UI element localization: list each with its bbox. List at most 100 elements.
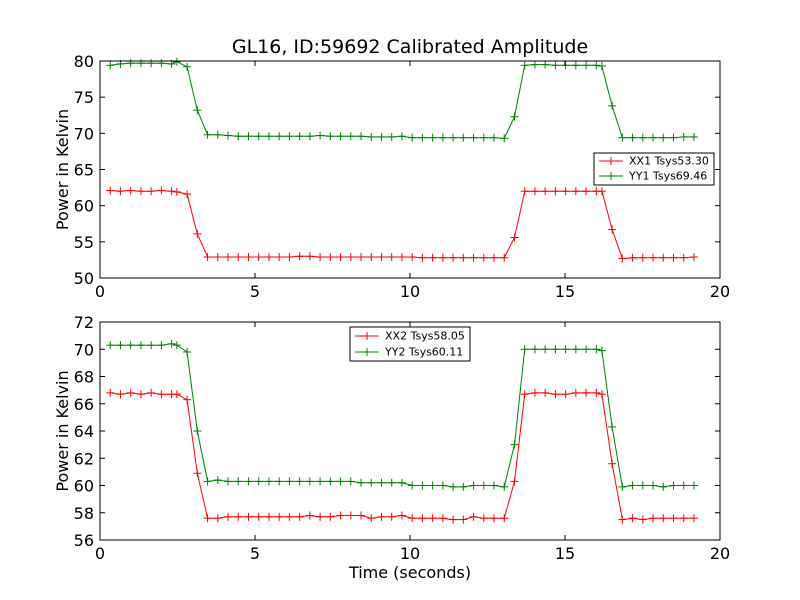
top-series-0-point-9 (193, 229, 202, 238)
bottom-series-0-point-0 (106, 388, 115, 397)
bottom-series-0-point-5 (157, 390, 166, 399)
top-series-0-point-14 (244, 253, 253, 262)
top-series-1-point-43 (541, 60, 550, 69)
bottom-series-0-point-12 (224, 512, 233, 521)
bottom-series-0-point-48 (592, 388, 601, 397)
top-series-1-point-46 (571, 61, 580, 70)
bottom-series-0-point-47 (582, 388, 591, 397)
bottom-series-1-point-10 (203, 477, 212, 486)
top-series-1-point-26 (367, 132, 376, 141)
bottom-series-1-point-22 (326, 477, 335, 486)
top-series-0-point-30 (408, 253, 417, 262)
bottom-series-1-point-46 (571, 345, 580, 354)
top-series-0-point-28 (387, 253, 396, 262)
bottom-series-1-point-40 (510, 440, 519, 449)
bottom-y-tick-label-6: 68 (74, 368, 94, 387)
top-series-1-point-31 (418, 133, 427, 142)
top-series-0-point-50 (608, 225, 617, 234)
top-series-0-point-36 (469, 253, 478, 262)
bottom-x-tick-label-1: 5 (250, 544, 260, 563)
bottom-series-0-point-20 (305, 511, 314, 520)
top-series-0-point-2 (126, 186, 135, 195)
bottom-x-tick-label-0: 0 (95, 544, 105, 563)
bottom-series-1-point-15 (254, 477, 263, 486)
bottom-series-0-point-1 (116, 390, 125, 399)
bottom-series-1-point-25 (357, 478, 366, 487)
top-series-0-point-22 (326, 253, 335, 262)
bottom-series-0-point-26 (367, 514, 376, 523)
top-series-1-point-16 (264, 132, 273, 141)
bottom-series-0-point-54 (649, 514, 658, 523)
bottom-series-1-point-0 (106, 341, 115, 350)
top-series-0-point-27 (377, 253, 386, 262)
top-series-1-point-35 (459, 133, 468, 142)
top-legend-label-yy1: YY1 Tsys69.46 (628, 170, 707, 183)
top-series-1-point-8 (183, 62, 192, 71)
bottom-series-1-point-48 (592, 345, 601, 354)
top-series-1-point-19 (295, 132, 304, 141)
bottom-series-0-point-49 (597, 390, 606, 399)
top-series-0-point-24 (346, 253, 355, 262)
top-series-0-point-11 (213, 253, 222, 262)
top-plot-frame (99, 60, 721, 279)
top-y-tick-label-5: 75 (74, 88, 94, 107)
top-series-0-point-46 (571, 187, 580, 196)
top-series-1-point-30 (408, 133, 417, 142)
top-x-tick-label-3: 15 (555, 282, 575, 301)
top-series-1-point-37 (479, 133, 488, 142)
bottom-legend-label-yy2: YY2 Tsys60.11 (384, 346, 463, 359)
bottom-series-0-point-57 (679, 514, 688, 523)
bottom-series-1-point-43 (541, 345, 550, 354)
bottom-series-1-point-34 (449, 482, 458, 491)
top-series-0-point-39 (500, 253, 509, 262)
bottom-panel: 0 5 10 15 20 56 58 60 62 64 66 68 70 72 Power in Kelv… (53, 313, 730, 582)
top-series-0-point-43 (541, 187, 550, 196)
bottom-x-tick-label-2: 10 (400, 544, 420, 563)
top-x-tick-label-2: 10 (400, 282, 420, 301)
bottom-series-1-point-7 (172, 341, 181, 350)
bottom-y-tick-label-3: 62 (74, 449, 94, 468)
bottom-series-0-point-37 (479, 514, 488, 523)
top-series-0-point-47 (582, 187, 591, 196)
top-series-1-point-57 (679, 132, 688, 141)
bottom-series-1-point-37 (479, 481, 488, 490)
top-series-1-point-7 (172, 57, 181, 66)
top-series-1-point-38 (490, 133, 499, 142)
top-series-1-point-41 (520, 61, 529, 70)
bottom-x-tick-label-3: 15 (555, 544, 575, 563)
chart-title: GL16, ID:59692 Calibrated Amplitude (232, 36, 588, 58)
top-series-1-point-22 (326, 132, 335, 141)
top-series-1-point-14 (244, 132, 253, 141)
top-legend-box (593, 152, 715, 186)
bottom-series-1-point-54 (649, 481, 658, 490)
top-series-0-point-23 (336, 253, 345, 262)
top-series-1-point-15 (254, 132, 263, 141)
top-series-1-point-23 (336, 132, 345, 141)
bottom-series-0-point-28 (387, 512, 396, 521)
bottom-series-1-point-6 (167, 339, 176, 348)
bottom-series-1-point-9 (193, 427, 202, 435)
bottom-series-0-point-39 (500, 514, 509, 523)
top-series-0-point-35 (459, 253, 468, 262)
top-series-0-point-29 (397, 253, 406, 262)
top-series-0-point-20 (305, 252, 314, 261)
bottom-legend-label-xx2: XX2 Tsys58.05 (385, 330, 465, 343)
bottom-y-axis-label: Power in Kelvin (53, 370, 72, 491)
top-series-1-point-44 (551, 61, 560, 70)
top-series-0-point-45 (561, 187, 570, 196)
top-series-1-point-56 (669, 133, 678, 142)
top-series-1-point-51 (618, 133, 627, 142)
top-series-0-point-32 (428, 253, 437, 262)
top-x-tick-label-4: 20 (710, 282, 730, 301)
top-series-1-point-25 (357, 132, 366, 141)
bottom-series-1-point-32 (428, 481, 437, 490)
top-y-tick-label-2: 60 (74, 197, 94, 216)
bottom-y-tick-label-2: 60 (74, 477, 94, 496)
bottom-series-1-point-44 (551, 345, 560, 354)
top-series-0-point-16 (264, 253, 273, 262)
bottom-plot-frame (99, 321, 721, 541)
top-series-0-point-57 (679, 253, 688, 262)
top-y-tick-label-6: 80 (74, 52, 94, 71)
bottom-y-tick-label-5: 66 (74, 395, 94, 414)
top-series-0-point-13 (234, 253, 243, 262)
